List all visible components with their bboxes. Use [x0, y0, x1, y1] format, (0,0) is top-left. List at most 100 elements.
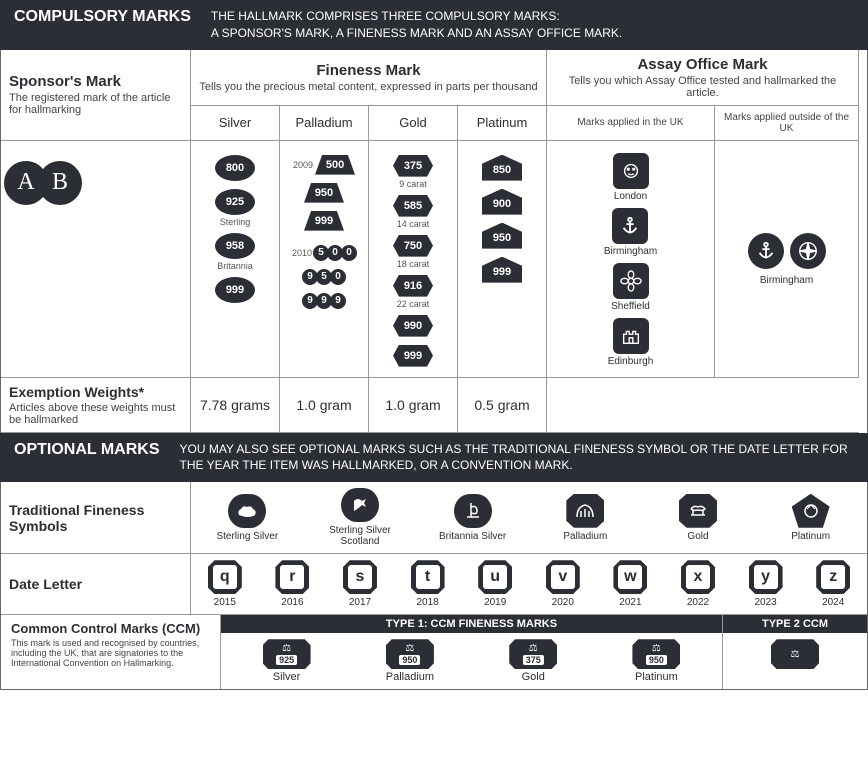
- pd-2010-950: 950: [303, 269, 345, 285]
- optional-header: OPTIONAL MARKS YOU MAY ALSO SEE OPTIONAL…: [0, 433, 868, 483]
- ccm-title-cell: Common Control Marks (CCM) This mark is …: [1, 615, 221, 689]
- dateletter-shape: y: [749, 560, 783, 594]
- pt-999: 999: [482, 257, 522, 283]
- ccm-item: ⚖950Palladium: [386, 639, 434, 683]
- gold-marks: 3759 carat 58514 carat 75018 carat 91622…: [369, 141, 458, 378]
- dateletter-item: v2020: [529, 554, 597, 615]
- exempt-silver: 7.78 grams: [191, 378, 280, 433]
- dateletter-shape: s: [343, 560, 377, 594]
- exempt-platinum: 0.5 gram: [458, 378, 547, 433]
- tfs-icon: [228, 494, 266, 528]
- compass-icon: [790, 233, 826, 269]
- rose-icon: [613, 263, 649, 299]
- scales-icon: ⚖: [771, 639, 819, 669]
- silver-958: 958: [215, 233, 255, 259]
- anchor-icon: [612, 208, 648, 244]
- dateletter-item: u2019: [461, 554, 529, 615]
- dateletter-shape: t: [411, 560, 445, 594]
- tfs-icon: [454, 494, 492, 528]
- ccm-item: ⚖925Silver: [263, 639, 311, 683]
- ccm-mark: ⚖950: [386, 639, 434, 669]
- dateletter-item: x2022: [664, 554, 732, 615]
- compulsory-table: Sponsor's Mark The registered mark of th…: [0, 50, 868, 433]
- pt-900: 900: [482, 189, 522, 215]
- palladium-marks: 2009500 950 999 2010500 950 999: [280, 141, 369, 378]
- gold-999: 999: [393, 345, 433, 367]
- pt-850: 850: [482, 155, 522, 181]
- tfs-title-cell: Traditional Fineness Symbols: [1, 482, 191, 554]
- platinum-marks: 850 900 950 999: [458, 141, 547, 378]
- silver-925: 925: [215, 189, 255, 215]
- optional-title: OPTIONAL MARKS: [14, 441, 159, 459]
- tfs-row: Traditional Fineness Symbols Sterling Si…: [0, 482, 868, 554]
- gold-916: 916: [393, 275, 433, 297]
- dateletter-shape: w: [613, 560, 647, 594]
- gold-375: 375: [393, 155, 433, 177]
- sponsor-logo-cell: AB: [1, 141, 191, 378]
- ccm-type1-cell: TYPE 1: CCM FINENESS MARKS ⚖925Silver⚖95…: [221, 615, 723, 689]
- dateletter-item: z2024: [799, 554, 867, 615]
- ccm-mark: ⚖375: [509, 639, 557, 669]
- dateletter-shape: x: [681, 560, 715, 594]
- dateletter-item: t2018: [394, 554, 462, 615]
- dateletter-title-cell: Date Letter: [1, 554, 191, 615]
- exempt-palladium: 1.0 gram: [280, 378, 369, 433]
- pd-2009-999: 999: [304, 211, 344, 231]
- assay-uk-marks: London Birmingham Sheffield Edinburgh: [547, 141, 715, 378]
- leopard-icon: [613, 153, 649, 189]
- anchor-circle-icon: [748, 233, 784, 269]
- ccm-row: Common Control Marks (CCM) This mark is …: [0, 615, 868, 690]
- tfs-item: Palladium: [529, 482, 642, 554]
- dateletter-shape: v: [546, 560, 580, 594]
- dateletter-shape: u: [478, 560, 512, 594]
- ccm-item: ⚖950Platinum: [632, 639, 680, 683]
- dateletter-item: w2021: [597, 554, 665, 615]
- silver-800: 800: [215, 155, 255, 181]
- castle-icon: [613, 318, 649, 354]
- col-uk: Marks applied in the UK: [547, 106, 715, 141]
- col-nonuk: Marks applied outside of the UK: [715, 106, 859, 141]
- dateletter-row: Date Letter q2015r2016s2017t2018u2019v20…: [0, 554, 868, 615]
- gold-585: 585: [393, 195, 433, 217]
- tfs-item: Britannia Silver: [416, 482, 529, 554]
- assay-office-header: Assay Office Mark Tells you which Assay …: [547, 50, 859, 106]
- optional-subtitle: YOU MAY ALSO SEE OPTIONAL MARKS SUCH AS …: [179, 441, 854, 475]
- gold-990: 990: [393, 315, 433, 337]
- exemption-header: Exemption Weights* Articles above these …: [1, 378, 191, 433]
- sponsor-mark-header: Sponsor's Mark The registered mark of th…: [1, 50, 191, 141]
- ccm-mark: ⚖925: [263, 639, 311, 669]
- col-platinum: Platinum: [458, 106, 547, 141]
- tfs-item: Sterling Silver: [191, 482, 304, 554]
- tfs-icon: [679, 494, 717, 528]
- silver-marks: 800 925 Sterling 958 Britannia 999: [191, 141, 280, 378]
- pt-950: 950: [482, 223, 522, 249]
- pd-2009-500: 500: [315, 155, 355, 175]
- dateletter-item: y2023: [732, 554, 800, 615]
- tfs-icon: [792, 494, 830, 528]
- col-silver: Silver: [191, 106, 280, 141]
- fineness-mark-header: Fineness Mark Tells you the precious met…: [191, 50, 547, 106]
- dateletter-shape: z: [816, 560, 850, 594]
- dateletter-shape: q: [208, 560, 242, 594]
- col-palladium: Palladium: [280, 106, 369, 141]
- tfs-item: Platinum: [754, 482, 867, 554]
- col-gold: Gold: [369, 106, 458, 141]
- tfs-icon: [566, 494, 604, 528]
- dateletter-shape: r: [275, 560, 309, 594]
- pd-2010-500: 500: [314, 245, 356, 261]
- compulsory-title: COMPULSORY MARKS: [14, 8, 191, 26]
- ccm-type2-cell: TYPE 2 CCM ⚖: [723, 615, 867, 689]
- exempt-gold: 1.0 gram: [369, 378, 458, 433]
- dateletter-item: r2016: [259, 554, 327, 615]
- dateletter-item: s2017: [326, 554, 394, 615]
- assay-nonuk-marks: Birmingham: [715, 141, 859, 378]
- pd-2010-999: 999: [303, 293, 345, 309]
- tfs-item: Sterling Silver Scotland: [304, 482, 417, 554]
- ccm-item: ⚖375Gold: [509, 639, 557, 683]
- compulsory-subtitle: THE HALLMARK COMPRISES THREE COMPULSORY …: [211, 8, 622, 42]
- tfs-icon: [341, 488, 379, 522]
- sponsor-ab-logo: AB: [9, 161, 77, 205]
- exempt-blank: [547, 378, 859, 433]
- dateletter-item: q2015: [191, 554, 259, 615]
- tfs-item: Gold: [642, 482, 755, 554]
